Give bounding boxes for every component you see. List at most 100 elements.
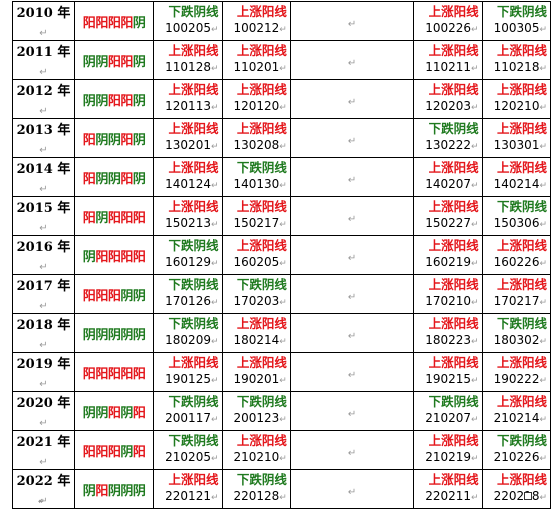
paragraph-mark: ↵ xyxy=(471,181,479,191)
year-label: 2020 年 xyxy=(16,396,71,411)
trend-label: 上涨阳线 xyxy=(496,82,547,97)
year-cell: 2017 年 ↵ xyxy=(12,274,75,314)
paragraph-mark: ↵ xyxy=(39,145,48,156)
sequence-cell: 阴阴阳阴阳 xyxy=(73,391,155,431)
trend-label: 上涨阳线 xyxy=(236,355,287,370)
date-value: 180302 xyxy=(493,333,540,347)
trend-box: 上涨阳线 180223↵ xyxy=(415,315,481,352)
sequence-char: 阴 xyxy=(120,288,133,304)
paragraph-mark: ↵ xyxy=(347,408,357,420)
sequence-char: 阳 xyxy=(107,54,121,70)
trend-label: 下跌阴线 xyxy=(496,316,547,331)
trend-date: 160129↵ xyxy=(165,254,218,272)
trend-box: 下跌阴线 210226↵ xyxy=(483,432,549,469)
date-value: 110128 xyxy=(165,60,211,74)
date-value: 150213 xyxy=(165,216,211,230)
date-value: 170203 xyxy=(233,294,280,308)
trend-date: 160205↵ xyxy=(233,254,286,272)
candle-sequence: 阳阳阳阴阳 xyxy=(83,445,146,460)
trend-cell-1: 上涨阳线 110128↵ xyxy=(153,40,223,80)
trend-date: 120203↵ xyxy=(425,98,478,116)
paragraph-mark: ↵ xyxy=(347,135,357,147)
trend-label: 上涨阳线 xyxy=(236,4,287,19)
date-value: 210207 xyxy=(425,411,472,425)
trend-box: 上涨阳线 120210↵ xyxy=(483,81,549,118)
sequence-char: 阴 xyxy=(132,93,146,109)
sequence-char: 阳 xyxy=(120,366,133,382)
sequence-cell: 阴阴阳阳阴 xyxy=(73,40,155,80)
date-value: 220211 xyxy=(425,489,472,503)
trend-date: 210210↵ xyxy=(233,449,286,467)
trend-label: 上涨阳线 xyxy=(236,433,287,448)
candle-sequence: 阳阴阴阳阴 xyxy=(83,172,146,187)
trend-cell-1: 下跌阴线 170126↵ xyxy=(153,274,223,314)
sequence-char: 阳 xyxy=(120,54,133,70)
trend-date: 100205↵ xyxy=(165,20,218,38)
table-resize-handle[interactable] xyxy=(524,492,532,500)
trend-cell-2: 上涨阳线 180214↵ xyxy=(221,313,291,353)
sequence-char: 阳 xyxy=(95,444,108,460)
year-label: 2010 年 xyxy=(16,6,71,21)
sequence-char: 阴 xyxy=(82,327,96,343)
paragraph-mark: ↵ xyxy=(39,28,48,39)
empty-cell: ↵ xyxy=(289,40,415,80)
empty-cell: ↵ xyxy=(289,274,415,314)
paragraph-mark: ↵ xyxy=(279,142,287,152)
year-cell: 2018 年 ↵ xyxy=(12,313,75,353)
trend-label: 下跌阴线 xyxy=(168,316,219,331)
trend-cell-4: 上涨阳线 120210↵ xyxy=(481,79,551,119)
sequence-cell: 阳阳阳阳阴 xyxy=(73,1,155,41)
paragraph-mark: ↵ xyxy=(279,220,287,230)
trend-date: 210205↵ xyxy=(165,449,218,467)
sequence-char: 阳 xyxy=(132,444,146,460)
trend-label: 下跌阴线 xyxy=(236,394,287,409)
empty-cell: ↵ xyxy=(289,391,415,431)
trend-box: 上涨阳线 110128↵ xyxy=(155,42,221,79)
paragraph-mark: ↵ xyxy=(210,415,219,425)
trend-label: 上涨阳线 xyxy=(168,160,219,175)
sequence-char: 阴 xyxy=(107,132,121,148)
paragraph-mark: ↵ xyxy=(39,301,48,312)
trend-cell-3: 上涨阳线 190215↵ xyxy=(413,352,483,392)
trend-label: 上涨阳线 xyxy=(236,121,287,136)
paragraph-mark: ↵ xyxy=(539,220,547,230)
trend-box: 上涨阳线 130201↵ xyxy=(155,120,221,157)
date-value: 100226 xyxy=(425,21,472,35)
trend-date: 130201↵ xyxy=(165,137,218,155)
trend-date: 160226↵ xyxy=(494,254,547,272)
table-row: 2013 年↵ 阳阴阴阳阴 上涨阳线 130201↵ 上涨阳线 130208↵ ↵ 下跌阴线 1… xyxy=(12,118,551,158)
date-value: 160226 xyxy=(493,255,540,269)
paragraph-mark: ↵ xyxy=(471,376,479,386)
trend-label: 上涨阳线 xyxy=(168,82,219,97)
paragraph-mark: ↵ xyxy=(210,181,219,191)
paragraph-mark: ↵ xyxy=(39,67,48,78)
year-cell: 2021 年 ↵ xyxy=(12,430,75,470)
paragraph-mark: ↵ xyxy=(279,493,287,503)
trend-box: 上涨阳线 120120↵ xyxy=(223,81,289,118)
trend-label: 上涨阳线 xyxy=(496,160,547,175)
year-cell: 2014 年 ↵ xyxy=(12,157,75,197)
sequence-char: 阴 xyxy=(107,171,121,187)
trend-cell-4: 上涨阳线 170217↵ xyxy=(481,274,551,314)
trend-date: 130222↵ xyxy=(425,137,478,155)
trend-cell-3: 上涨阳线 140207↵ xyxy=(413,157,483,197)
date-value: 120203 xyxy=(425,99,472,113)
trend-box: 上涨阳线 160226↵ xyxy=(483,237,549,274)
sequence-char: 阳 xyxy=(120,93,133,109)
trend-cell-2: 上涨阳线 120120↵ xyxy=(221,79,291,119)
date-value: 180209 xyxy=(165,333,211,347)
trend-date: 100212↵ xyxy=(233,20,286,38)
trend-cell-4: 下跌阴线 100305↵ xyxy=(481,1,551,41)
sequence-char: 阴 xyxy=(132,483,146,499)
trend-box: 上涨阳线 210219↵ xyxy=(415,432,481,469)
date-value: 160219 xyxy=(425,255,472,269)
paragraph-mark: ↵ xyxy=(347,213,357,225)
sequence-char: 阳 xyxy=(120,132,133,148)
paragraph-mark: ↵ xyxy=(279,259,287,269)
trend-date: 190222↵ xyxy=(494,371,547,389)
trend-date: 190201↵ xyxy=(233,371,286,389)
paragraph-mark: ↵ xyxy=(39,184,48,195)
empty-cell: ↵ xyxy=(289,469,415,509)
paragraph-mark: ↵ xyxy=(210,142,219,152)
date-value: 210210 xyxy=(233,450,280,464)
